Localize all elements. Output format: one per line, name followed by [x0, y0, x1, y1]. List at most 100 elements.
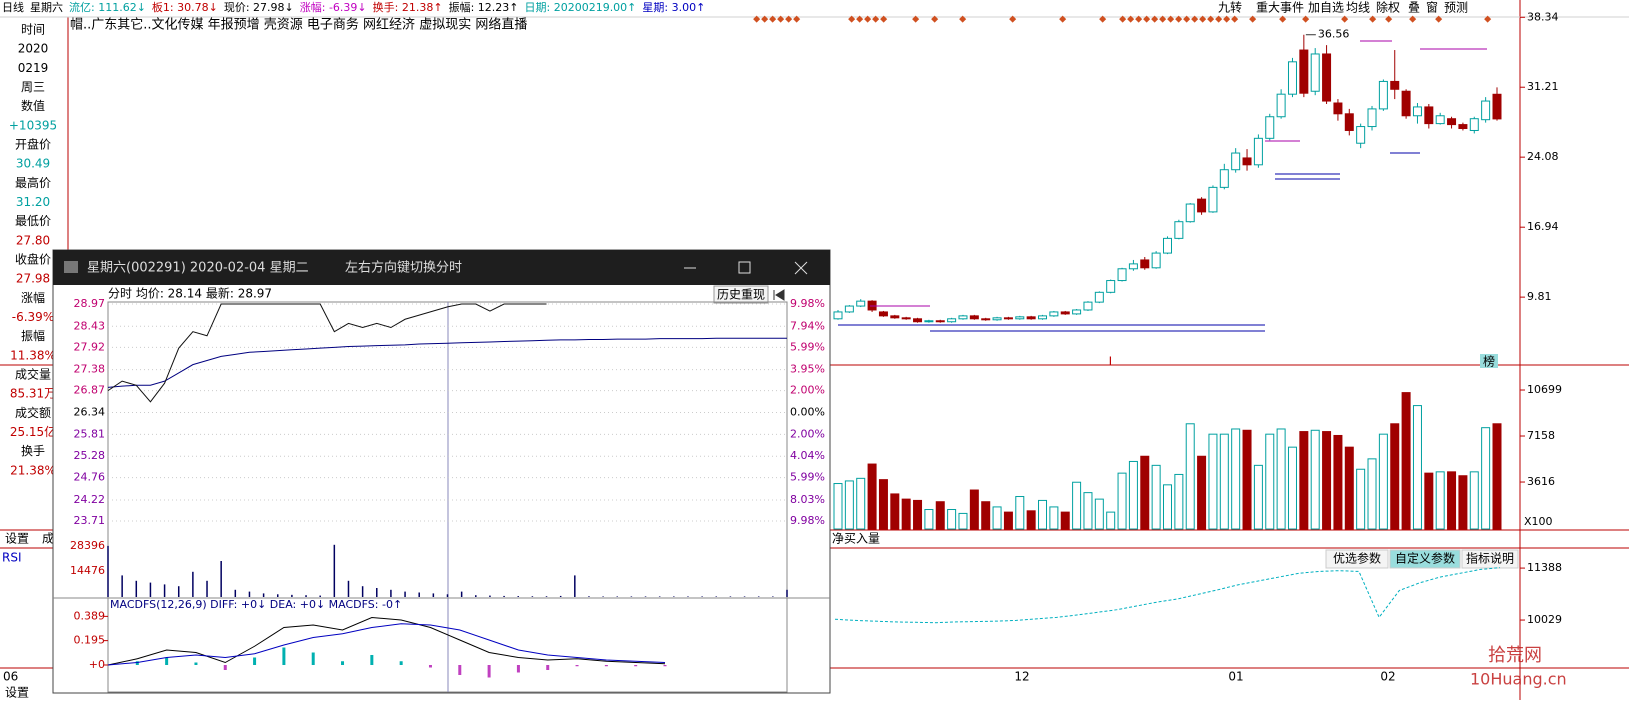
candle-body: [1015, 316, 1025, 320]
macd-tick-label: +0: [89, 658, 105, 671]
volume-bar: [901, 498, 911, 530]
pct-tick-label: 7.94%: [790, 319, 825, 332]
volume-bar: [1151, 464, 1161, 530]
volume-bar: [1128, 460, 1138, 530]
candle-body: [1117, 268, 1127, 282]
candle-body: [1038, 315, 1048, 320]
replay-button-bg[interactable]: [713, 285, 769, 304]
candle-body: [1412, 106, 1422, 117]
popup-title: 星期六(002291) 2020-02-04 星期二: [87, 261, 309, 276]
volume-bar: [1481, 427, 1491, 530]
volume-bar: [1060, 511, 1070, 530]
status-item: 涨幅: -6.39↓: [300, 1, 367, 14]
indicator-button-bg[interactable]: [1389, 549, 1461, 569]
volume-bar: [1208, 433, 1218, 530]
info-item: 时间: [21, 23, 45, 37]
toolbar-button[interactable]: 窗: [1426, 1, 1438, 15]
candle-body: [1128, 263, 1138, 270]
toolbar-button[interactable]: 九转: [1218, 0, 1242, 15]
candle-body: [935, 320, 945, 323]
candle-body: [1140, 259, 1150, 269]
indicator-button[interactable]: 自定义参数: [1395, 551, 1455, 566]
candle-body: [1106, 280, 1116, 293]
candle-body: [1231, 152, 1241, 171]
x-axis-label: 01: [1228, 670, 1243, 684]
volume-tick-label: 3616: [1527, 475, 1555, 488]
volume-bar: [1003, 511, 1013, 530]
candle-body: [833, 311, 843, 320]
volume-bar: [1219, 433, 1229, 530]
volume-bar: [1378, 433, 1388, 530]
candle-body: [1265, 116, 1275, 139]
volume-bar: [958, 512, 968, 530]
candle-body: [947, 318, 957, 323]
status-item: 流亿: 111.62↓: [69, 0, 146, 14]
candle-body: [1344, 113, 1354, 131]
tab[interactable]: 成: [42, 532, 54, 546]
average-line: [107, 337, 787, 388]
candle-body: [1299, 49, 1309, 94]
candle-body: [1492, 93, 1502, 120]
volume-bar: [981, 501, 991, 530]
toolbar-button[interactable]: 叠: [1408, 1, 1420, 15]
replay-button[interactable]: 历史重现: [717, 288, 765, 302]
candle-body: [878, 311, 888, 317]
indicator-button[interactable]: 优选参数: [1333, 551, 1381, 566]
popup-hint: 左右方向键切换分时: [345, 260, 462, 276]
candle-body: [981, 318, 991, 321]
price-tick-label: 31.21: [1527, 80, 1559, 93]
volume-bar: [1026, 510, 1036, 530]
maximize-button[interactable]: [738, 261, 751, 274]
candle-body: [1151, 252, 1161, 269]
toolbar-button[interactable]: 除权: [1376, 0, 1400, 15]
volume-bar: [1083, 492, 1093, 530]
marker-label: L: [1109, 355, 1116, 369]
tab[interactable]: 设置: [5, 686, 29, 700]
info-item: 21.38%: [10, 463, 56, 477]
indicator-button-bg[interactable]: [1461, 549, 1519, 569]
indicator-button-bg[interactable]: [1325, 549, 1389, 569]
volume-bar: [1447, 471, 1457, 530]
price-tick-label: 27.38: [74, 363, 106, 376]
price-tick-label: 24.22: [74, 493, 106, 506]
tab[interactable]: 设置: [5, 532, 29, 546]
volume-bar: [1412, 405, 1422, 530]
volume-bar: [1390, 423, 1400, 530]
info-item: -6.39%: [12, 310, 54, 324]
replay-arrow[interactable]: [773, 289, 785, 301]
volume-bar: [1038, 499, 1048, 530]
candle-body: [924, 320, 934, 323]
volume-bar: [1469, 471, 1479, 530]
indicator-tick-label: 11388: [1527, 561, 1562, 574]
toolbar-button[interactable]: 重大事件: [1256, 1, 1304, 15]
candle-body: [1469, 118, 1479, 131]
popup-icon: [64, 261, 78, 273]
toolbar-button[interactable]: 加自选: [1308, 1, 1344, 15]
pct-tick-label: 4.04%: [790, 449, 825, 462]
volume-bar: [833, 483, 843, 530]
volume-bar: [969, 489, 979, 530]
info-item: 换手: [21, 444, 45, 458]
volume-tick-label: 10699: [1527, 383, 1562, 396]
toolbar-button[interactable]: 预测: [1444, 1, 1468, 15]
macd-label: MACDFS(12,26,9) DIFF: +0↓ DEA: +0↓ MACDF…: [110, 598, 402, 611]
close-button[interactable]: [794, 261, 808, 275]
candle-body: [890, 315, 900, 319]
info-item: 数值: [21, 98, 45, 113]
candle-body: [1367, 108, 1377, 128]
volume-bar: [1265, 433, 1275, 530]
volume-bar: [1322, 431, 1332, 530]
concept-tags: 帽..广东其它..文化传媒 年报预增 壳资源 电子商务 网红经济 虚拟现实 网络…: [70, 17, 527, 33]
volume-bar: [1333, 434, 1343, 530]
indicator-button[interactable]: 指标说明: [1466, 551, 1514, 566]
candle-body: [1003, 317, 1013, 320]
price-tick-label: 16.94: [1527, 220, 1559, 233]
volume-bar: [1344, 446, 1354, 530]
candle-body: [1094, 291, 1104, 303]
toolbar-button[interactable]: 均线: [1346, 1, 1370, 15]
volume-bar: [1401, 392, 1411, 530]
candle-body: [1322, 53, 1332, 102]
content: 日线 星期六 流亿: 111.62↓ 板1: 30.78↓ 现价: 27.98↓ 涨幅: …: [2, 0, 1567, 700]
volume-bar: [1197, 455, 1207, 530]
volume-bar: [1299, 431, 1309, 530]
